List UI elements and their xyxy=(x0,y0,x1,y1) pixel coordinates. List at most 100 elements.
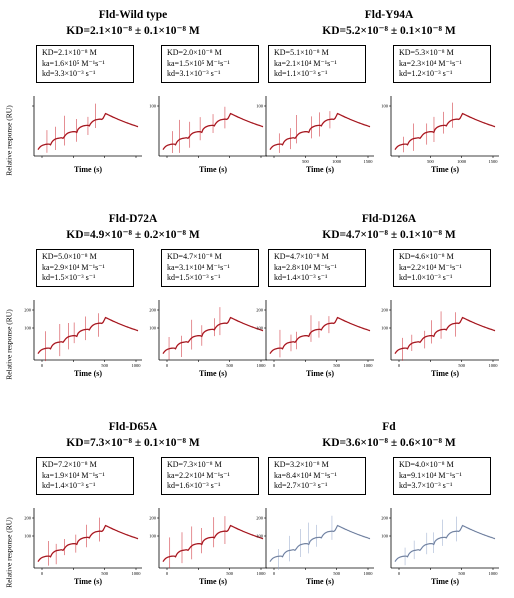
x-axis-label: Time (s) xyxy=(306,369,334,378)
kinetics-line: KD=5.1×10⁻⁸ M xyxy=(274,48,329,57)
x-tick-label: 500 xyxy=(458,571,466,576)
group-kd: KD=2.1×10⁻⁸ ± 0.1×10⁻⁸ M xyxy=(66,25,200,37)
response-curve xyxy=(162,316,264,354)
sensorgram-panel: 0 500 1000 200 100 Time (s) xyxy=(381,508,499,586)
kinetics-line: kd=1.6×10⁻³ s⁻¹ xyxy=(167,481,221,490)
kinetics-line: KD=2.0×10⁻⁸ M xyxy=(167,48,222,57)
group-kd: KD=4.7×10⁻⁸ ± 0.1×10⁻⁸ M xyxy=(322,229,456,241)
kinetics-line: ka=2.9×10⁴ M⁻¹s⁻¹ xyxy=(42,262,105,272)
x-tick-label: 0 xyxy=(398,571,401,576)
fit-curve xyxy=(269,113,371,150)
y-tick-label: 100 xyxy=(256,534,264,539)
kinetics-line: ka=2.1×10⁴ M⁻¹s⁻¹ xyxy=(274,58,337,68)
fit-curve xyxy=(162,317,264,354)
response-curve xyxy=(37,316,139,354)
x-axis-label: Time (s) xyxy=(199,369,227,378)
sensorgram-panel: 0 500 1000 200 100 Time (s) xyxy=(256,508,374,586)
x-tick-label: 500 xyxy=(458,363,466,368)
y-tick-label: 100 xyxy=(149,326,157,331)
kinetics-line: KD=3.2×10⁻⁸ M xyxy=(274,460,329,469)
kinetics-line: kd=3.7×10⁻³ s⁻¹ xyxy=(399,481,453,490)
fit-curve xyxy=(394,317,496,354)
x-tick-label: 500 xyxy=(302,159,310,164)
fit-curve xyxy=(162,113,264,150)
x-tick-label: 1000 xyxy=(332,159,342,164)
x-tick-label: 500 xyxy=(226,571,234,576)
x-axis-label: Time (s) xyxy=(199,165,227,174)
x-tick-label: 0 xyxy=(273,363,276,368)
group-kd: KD=4.9×10⁻⁸ ± 0.2×10⁻⁸ M xyxy=(66,229,200,241)
x-axis-label: Time (s) xyxy=(74,165,102,174)
kinetics-line: ka=1.9×10⁴ M⁻¹s⁻¹ xyxy=(42,470,105,480)
x-tick-label: 1000 xyxy=(132,363,142,368)
kinetics-line: ka=2.2×10⁴ M⁻¹s⁻¹ xyxy=(167,470,230,480)
x-axis-label: Time (s) xyxy=(306,165,334,174)
x-tick-label: 1000 xyxy=(364,363,374,368)
y-tick-label: 100 xyxy=(24,534,32,539)
group-title: Fld-D126A xyxy=(361,213,417,225)
y-tick-label: 100 xyxy=(256,104,264,109)
x-axis-label: Time (s) xyxy=(431,369,459,378)
fit-curve xyxy=(269,317,371,354)
kinetics-line: KD=4.7×10⁻⁸ M xyxy=(167,252,222,261)
response-curve xyxy=(269,524,371,562)
fit-curve xyxy=(37,525,139,562)
kinetics-line: KD=5.3×10⁻⁸ M xyxy=(399,48,454,57)
y-tick-label: 200 xyxy=(149,308,157,313)
kinetics-line: KD=4.7×10⁻⁸ M xyxy=(274,252,329,261)
group-kd: KD=5.2×10⁻⁸ ± 0.1×10⁻⁸ M xyxy=(322,25,456,37)
response-curve xyxy=(162,524,264,562)
group-kd: KD=7.3×10⁻⁸ ± 0.1×10⁻⁸ M xyxy=(66,437,200,449)
kinetics-line: kd=1.5×10⁻³ s⁻¹ xyxy=(167,273,221,282)
x-axis-label: Time (s) xyxy=(306,577,334,586)
kinetics-line: ka=1.5×10⁵ M⁻¹s⁻¹ xyxy=(167,58,230,68)
x-tick-label: 1000 xyxy=(257,571,267,576)
group-title: Fd xyxy=(382,421,396,433)
kinetics-line: kd=1.5×10⁻³ s⁻¹ xyxy=(42,273,96,282)
group-title: Fld-Y94A xyxy=(364,9,414,21)
kinetics-line: ka=9.1×10⁴ M⁻¹s⁻¹ xyxy=(399,470,462,480)
x-tick-label: 500 xyxy=(101,571,109,576)
sensorgram-panel: 0 500 1000 200 100 Time (s) xyxy=(149,508,267,586)
kinetics-line: ka=8.4×10⁴ M⁻¹s⁻¹ xyxy=(274,470,337,480)
response-curve xyxy=(394,112,496,150)
x-tick-label: 500 xyxy=(427,159,435,164)
kinetics-line: kd=1.4×10⁻³ s⁻¹ xyxy=(274,273,328,282)
kinetics-line: KD=4.6×10⁻⁸ M xyxy=(399,252,454,261)
group-title: Fld-Wild type xyxy=(98,9,168,21)
x-tick-label: 1000 xyxy=(257,363,267,368)
kinetics-line: ka=3.1×10⁴ M⁻¹s⁻¹ xyxy=(167,262,230,272)
fit-curve xyxy=(269,525,371,562)
x-axis-label: Time (s) xyxy=(74,369,102,378)
fit-curve xyxy=(394,113,496,150)
kinetics-line: KD=4.0×10⁻⁸ M xyxy=(399,460,454,469)
fit-curve xyxy=(162,525,264,562)
sensorgram-panel: 100 Time (s) xyxy=(149,96,267,174)
y-tick-label: 200 xyxy=(24,516,32,521)
response-curve xyxy=(394,316,496,354)
x-tick-label: 1000 xyxy=(489,571,499,576)
sensorgram-panel: Time (s) xyxy=(32,96,142,174)
fit-curve xyxy=(37,113,139,150)
x-tick-label: 0 xyxy=(398,363,401,368)
x-tick-label: 500 xyxy=(333,571,341,576)
kinetics-line: KD=7.2×10⁻⁸ M xyxy=(42,460,97,469)
fit-curve xyxy=(394,525,496,562)
sensorgram-panel: 0 500 1000 200 100 Time (s) xyxy=(24,508,142,586)
y-tick-label: 100 xyxy=(24,326,32,331)
kinetics-line: kd=3.3×10⁻³ s⁻¹ xyxy=(42,69,96,78)
x-tick-label: 500 xyxy=(226,363,234,368)
x-axis-label: Time (s) xyxy=(199,577,227,586)
sensorgram-panel: 0 500 1000 200 100 Time (s) xyxy=(24,300,142,378)
y-tick-label: 200 xyxy=(381,516,389,521)
sensorgram-panel: 0 500 1000 200 100 Time (s) xyxy=(381,300,499,378)
y-tick-label: 100 xyxy=(381,104,389,109)
x-tick-label: 1000 xyxy=(489,363,499,368)
group-kd: KD=3.6×10⁻⁸ ± 0.6×10⁻⁸ M xyxy=(322,437,456,449)
